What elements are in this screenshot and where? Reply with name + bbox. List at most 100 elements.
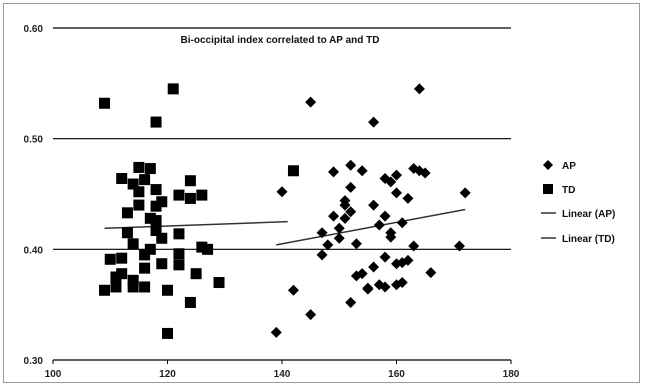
point-td-47 (287, 165, 299, 177)
point-td-1 (99, 284, 111, 296)
x-tick-label-120: 120 (159, 369, 176, 380)
legend-label-linear-td: Linear (TD) (562, 234, 615, 245)
point-ap-2 (287, 284, 299, 296)
point-td-30 (156, 232, 168, 244)
point-ap-46 (408, 240, 420, 252)
point-ap-24 (362, 283, 374, 295)
point-ap-30 (379, 281, 391, 293)
trendlines (104, 208, 466, 246)
legend-marker-ap (543, 160, 553, 170)
point-ap-17 (345, 181, 357, 193)
legend-item-td: TD (543, 184, 575, 196)
point-td-24 (150, 116, 162, 128)
point-ap-45 (402, 192, 414, 204)
point-td-26 (150, 200, 162, 212)
point-ap-3 (305, 96, 317, 108)
point-ap-9 (328, 166, 340, 178)
point-td-43 (196, 241, 208, 253)
point-td-9 (121, 227, 133, 239)
point-td-46 (213, 277, 225, 289)
point-td-36 (173, 228, 185, 240)
point-td-33 (162, 284, 173, 296)
point-td-20 (139, 281, 151, 293)
point-ap-19 (350, 238, 362, 250)
point-td-32 (162, 327, 173, 339)
point-ap-6 (316, 227, 328, 239)
point-ap-35 (385, 231, 397, 243)
point-ap-10 (333, 232, 345, 244)
legend-label-linear-ap: Linear (AP) (562, 209, 615, 220)
point-td-34 (167, 83, 179, 95)
point-td-19 (139, 174, 151, 186)
point-ap-1 (276, 186, 288, 198)
point-td-2 (104, 253, 116, 265)
point-ap-4 (305, 309, 317, 321)
point-ap-50 (419, 167, 431, 179)
point-ap-21 (356, 268, 368, 280)
point-td-28 (150, 225, 162, 237)
point-ap-22 (356, 165, 368, 177)
point-ap-40 (391, 169, 402, 181)
x-tick-label-160: 160 (388, 369, 405, 380)
point-td-3 (110, 281, 122, 293)
point-td-7 (116, 268, 128, 280)
x-tick-labels: 100 120 140 160 180 (45, 360, 520, 380)
point-td-8 (121, 207, 133, 219)
point-ap-0 (270, 326, 282, 338)
y-tick-labels: 0.30 0.40 0.50 0.60 (24, 24, 44, 367)
legend-label-ap: AP (562, 161, 576, 172)
point-td-4 (110, 271, 122, 283)
point-td-22 (144, 212, 156, 224)
chart-title: Bi-occipital index correlated to AP and … (181, 35, 380, 46)
point-ap-41 (396, 277, 408, 289)
point-td-29 (156, 196, 168, 208)
point-td-16 (133, 186, 145, 198)
point-td-17 (139, 249, 151, 261)
point-td-31 (156, 258, 168, 270)
point-td-14 (133, 161, 145, 173)
trendline-ap (276, 208, 466, 246)
point-ap-53 (459, 187, 471, 199)
point-td-42 (190, 268, 202, 280)
point-td-37 (173, 248, 185, 260)
point-ap-14 (339, 195, 351, 207)
chart-frame (3, 3, 640, 383)
legend-item-linear-td: Linear (TD) (541, 234, 615, 245)
legend: AP TD Linear (AP) Linear (TD) (541, 160, 615, 245)
point-ap-7 (322, 239, 334, 251)
x-tick-label-100: 100 (45, 369, 62, 380)
point-td-0 (99, 97, 111, 109)
point-ap-11 (333, 222, 345, 234)
point-td-6 (116, 252, 128, 264)
point-ap-39 (391, 187, 402, 199)
point-td-38 (173, 259, 185, 271)
point-td-44 (196, 189, 208, 201)
point-ap-31 (379, 251, 391, 263)
point-ap-5 (316, 249, 328, 261)
point-td-12 (127, 238, 139, 250)
point-td-45 (202, 243, 214, 255)
point-ap-48 (413, 83, 425, 95)
point-ap-18 (345, 159, 357, 171)
point-td-5 (116, 173, 128, 185)
point-td-27 (150, 215, 162, 227)
gridlines (53, 27, 511, 250)
point-ap-36 (385, 176, 397, 188)
point-td-15 (133, 199, 145, 211)
point-ap-29 (373, 219, 385, 231)
point-td-21 (144, 163, 156, 175)
point-td-18 (139, 262, 151, 274)
point-ap-52 (453, 240, 465, 252)
point-ap-51 (425, 267, 437, 279)
x-tick-label-180: 180 (503, 369, 520, 380)
y-tick-label-0.60: 0.60 (24, 24, 44, 35)
point-td-41 (184, 296, 196, 308)
point-td-35 (173, 189, 185, 201)
point-td-11 (127, 281, 139, 293)
legend-label-td: TD (562, 185, 575, 196)
y-tick-label-0.50: 0.50 (24, 135, 44, 146)
point-ap-15 (345, 296, 357, 308)
legend-marker-td (543, 184, 553, 194)
trendline-td (104, 220, 288, 230)
